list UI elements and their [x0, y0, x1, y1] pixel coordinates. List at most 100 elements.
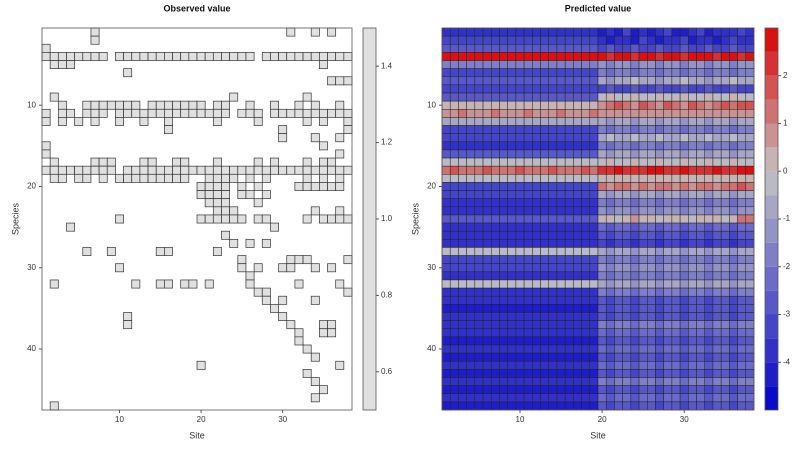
presence-cell [49, 165, 59, 175]
heat-cell [647, 92, 656, 102]
heat-cell [523, 263, 533, 273]
heat-cell [647, 133, 656, 143]
heat-cell [745, 60, 755, 69]
heat-cell [704, 369, 714, 378]
presence-cell [212, 165, 222, 175]
heat-cell [581, 393, 591, 403]
heat-cell [515, 27, 525, 37]
heat-cell [515, 174, 525, 183]
heat-cell [449, 336, 459, 346]
heat-cell [663, 320, 673, 329]
heat-cell [548, 133, 558, 143]
heat-cell [696, 52, 705, 61]
presence-cell [229, 52, 239, 61]
heat-cell [564, 198, 574, 208]
heat-cell [507, 304, 517, 313]
heat-cell [655, 60, 664, 69]
heat-cell [466, 117, 476, 126]
heat-cell [523, 247, 533, 256]
heat-cell [581, 149, 591, 159]
heat-cell [671, 360, 681, 370]
heat-cell [630, 190, 640, 199]
heat-cell [704, 27, 714, 37]
presence-cell [98, 100, 108, 110]
presence-cell [327, 328, 337, 338]
x-tick-label: 10 [115, 415, 124, 424]
colorbar-tick-label: 1.4 [381, 61, 393, 70]
heat-cell [548, 320, 558, 329]
presence-cell [302, 92, 312, 102]
heat-cell [548, 125, 558, 134]
presence-cell [74, 165, 84, 175]
presence-cell [237, 263, 247, 273]
presence-cell [335, 76, 345, 86]
heat-cell [679, 255, 689, 264]
heat-cell [638, 27, 648, 37]
heat-cell [441, 222, 451, 232]
heat-cell [589, 352, 599, 362]
heat-cell [564, 27, 574, 37]
heat-cell [671, 279, 681, 289]
heat-cell [622, 165, 632, 175]
heat-cell [630, 35, 640, 45]
heat-cell [449, 198, 459, 208]
heat-cell [745, 344, 755, 354]
heat-cell [564, 263, 574, 273]
heat-cell [532, 117, 541, 126]
heat-cell [630, 287, 640, 297]
heat-cell [532, 385, 541, 394]
heat-cell [499, 92, 508, 102]
heat-cell [474, 271, 484, 281]
heat-cell [523, 369, 533, 378]
heat-cell [491, 141, 500, 151]
presence-cell [180, 100, 190, 110]
heat-cell [655, 198, 664, 208]
heat-cell [729, 214, 738, 224]
heat-cell [696, 222, 705, 232]
heat-cell [655, 84, 664, 94]
heat-cell [704, 295, 714, 305]
heat-cell [573, 60, 582, 69]
heat-cell [515, 52, 525, 61]
heat-cell [556, 369, 566, 378]
presence-cell [253, 117, 263, 126]
heat-cell [655, 369, 664, 378]
heat-cell [466, 60, 476, 69]
heat-cell [532, 279, 541, 289]
heat-cell [605, 247, 615, 256]
heat-cell [540, 222, 549, 232]
heat-cell [745, 287, 755, 297]
heat-cell [523, 344, 533, 354]
presence-cell [221, 206, 230, 216]
heat-cell [507, 60, 517, 69]
heat-cell [605, 117, 615, 126]
heat-cell [663, 222, 673, 232]
heat-cell [622, 44, 632, 53]
heat-cell [564, 239, 574, 248]
presence-cell [180, 157, 190, 167]
heat-cell [523, 84, 533, 94]
heat-cell [720, 206, 730, 216]
heat-cell [647, 304, 656, 313]
heat-cell [688, 92, 697, 102]
heat-cell [507, 52, 517, 61]
heat-cell [515, 271, 525, 281]
heat-cell [458, 377, 467, 386]
heat-cell [540, 352, 549, 362]
heat-cell [556, 44, 566, 53]
heat-cell [696, 109, 705, 118]
heat-cell [647, 109, 656, 118]
heat-cell [655, 344, 664, 354]
heat-cell [696, 239, 705, 248]
heat-cell [679, 44, 689, 53]
heat-cell [507, 27, 517, 37]
presence-cell [319, 182, 328, 191]
heat-cell [515, 141, 525, 151]
heat-cell [581, 360, 591, 370]
presence-cell [74, 52, 84, 61]
heat-cell [655, 149, 664, 159]
heat-cell [630, 84, 640, 94]
heat-cell [556, 222, 566, 232]
presence-cell [286, 255, 296, 265]
presence-cell [155, 247, 165, 256]
